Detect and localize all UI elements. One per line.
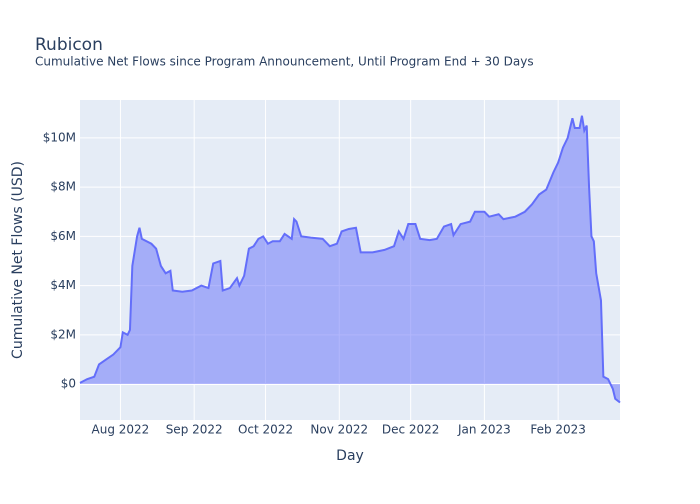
chart-title: Rubicon (35, 35, 103, 55)
y-tick-label: $10M (43, 130, 76, 144)
y-axis-title: Cumulative Net Flows (USD) (10, 161, 26, 359)
x-tick-label: Jan 2023 (457, 423, 511, 437)
y-tick-label: $0 (61, 377, 76, 391)
x-tick-label: Aug 2022 (92, 423, 150, 437)
y-tick-label: $8M (50, 180, 76, 194)
x-tick-label: Sep 2022 (166, 423, 223, 437)
y-tick-label: $2M (50, 327, 76, 341)
y-tick-label: $4M (50, 278, 76, 292)
x-tick-label: Feb 2023 (530, 423, 586, 437)
x-tick-label: Oct 2022 (238, 423, 293, 437)
chart-subtitle: Cumulative Net Flows since Program Annou… (35, 55, 534, 69)
area-fill (80, 115, 620, 403)
x-axis-title: Day (336, 448, 364, 464)
x-tick-label: Dec 2022 (382, 423, 440, 437)
line (79, 115, 621, 404)
x-tick-label: Nov 2022 (310, 423, 368, 437)
y-tick-label: $6M (50, 229, 76, 243)
